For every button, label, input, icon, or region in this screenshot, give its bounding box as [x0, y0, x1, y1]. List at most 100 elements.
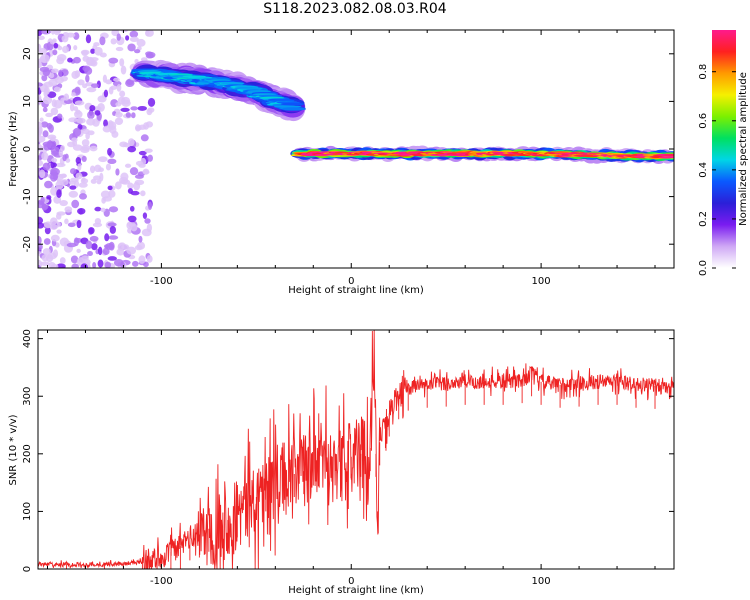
noise-blob	[56, 229, 62, 234]
noise-blob	[120, 107, 130, 112]
noise-blob	[144, 148, 153, 153]
snr-series-line	[38, 330, 674, 569]
noise-blob	[85, 240, 93, 250]
noise-blob	[38, 135, 46, 143]
noise-blob	[140, 190, 146, 197]
noise-blob	[59, 257, 66, 265]
noise-blob	[85, 34, 92, 44]
noise-blob	[145, 30, 150, 37]
spectrogram-x-axis-title: Height of straight line (km)	[288, 285, 424, 296]
noise-blob	[57, 113, 63, 119]
noise-blob	[84, 66, 93, 75]
noise-blob	[64, 206, 73, 213]
noise-blob	[76, 248, 81, 254]
noise-blob	[130, 190, 140, 196]
noise-blob	[66, 242, 77, 248]
noise-blob	[44, 180, 53, 189]
noise-blob	[120, 30, 129, 33]
noise-blob	[38, 216, 44, 225]
y-tick-label: 300	[22, 387, 33, 406]
noise-blob	[140, 134, 149, 142]
noise-blob	[74, 100, 85, 106]
noise-blob	[75, 157, 82, 164]
noise-blob	[41, 152, 49, 161]
x-tick-label: -100	[150, 576, 173, 587]
noise-blob	[52, 49, 58, 56]
noise-blob	[140, 57, 148, 62]
colorbar-tick-label: 0.8	[698, 64, 709, 80]
noise-blob	[129, 205, 135, 212]
noise-blob	[38, 264, 42, 268]
signal-blob	[252, 93, 277, 96]
noise-blob	[94, 206, 102, 212]
noise-blob	[49, 217, 58, 225]
colorbar-gradient	[712, 30, 736, 268]
y-tick-label: -10	[22, 188, 33, 204]
noise-blob	[61, 35, 69, 43]
noise-blob	[138, 150, 147, 156]
noise-blob	[89, 145, 98, 152]
noise-blob	[87, 110, 95, 120]
noise-blob	[134, 49, 141, 54]
noise-blob	[80, 146, 90, 153]
noise-blob	[39, 66, 50, 73]
noise-blob	[63, 93, 70, 101]
noise-blob	[134, 179, 145, 186]
noise-blob	[38, 222, 45, 229]
noise-blob	[138, 163, 146, 168]
noise-blob	[50, 30, 56, 35]
noise-blob	[147, 201, 153, 211]
noise-blob	[44, 226, 51, 235]
noise-blob	[40, 54, 50, 64]
snr-x-axis-title: Height of straight line (km)	[288, 585, 424, 596]
noise-blob	[38, 61, 43, 69]
noise-blob	[97, 95, 107, 103]
noise-blob	[48, 124, 54, 133]
noise-blob	[125, 79, 135, 88]
noise-blob	[81, 139, 90, 147]
noise-blob	[127, 43, 136, 52]
snr-frame	[37, 329, 675, 570]
noise-blob	[78, 182, 88, 188]
noise-blob	[73, 45, 78, 51]
noise-blob	[53, 172, 59, 181]
noise-blob	[55, 162, 66, 168]
noise-blob	[107, 222, 117, 227]
noise-blob	[102, 125, 112, 133]
noise-blob	[75, 109, 81, 115]
noise-blob	[120, 179, 131, 185]
signal-blob	[661, 155, 674, 158]
noise-blob	[116, 84, 122, 92]
noise-blob	[119, 90, 126, 98]
y-tick-label: 0	[22, 566, 33, 572]
noise-blob	[38, 155, 43, 162]
noise-blob	[77, 207, 86, 215]
signal-blob	[516, 154, 533, 157]
noise-blob	[136, 38, 146, 47]
colorbar-tick-label: 0.0	[698, 260, 709, 276]
noise-blob	[78, 193, 88, 200]
noise-blob	[43, 238, 51, 245]
noise-blob	[42, 130, 49, 138]
noise-blob	[45, 112, 53, 118]
noise-blob	[97, 246, 103, 256]
noise-blob	[115, 111, 123, 118]
noise-blob	[46, 195, 52, 200]
signal-blob	[664, 154, 674, 157]
noise-blob	[62, 154, 67, 162]
noise-blob	[70, 255, 79, 264]
noise-blob	[127, 182, 134, 190]
noise-blob	[89, 165, 96, 174]
signal-blob	[220, 81, 245, 85]
noise-blob	[77, 162, 82, 171]
noise-blob	[47, 134, 57, 140]
noise-blob	[56, 263, 66, 268]
noise-blob	[127, 138, 135, 147]
noise-blob	[50, 107, 59, 116]
noise-blob	[53, 99, 63, 109]
noise-blob	[103, 89, 109, 98]
noise-blob	[51, 263, 59, 268]
noise-blob	[108, 86, 114, 95]
figure-title: S118.2023.082.08.03.R04	[263, 1, 447, 17]
